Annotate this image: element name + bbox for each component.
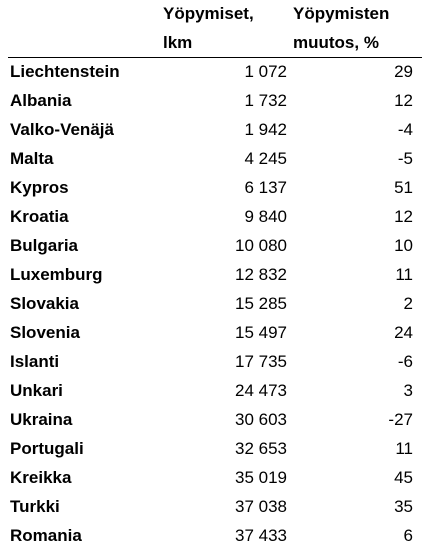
change-percent: 11 <box>395 439 413 458</box>
change-percent: 10 <box>394 236 413 255</box>
overnight-stays: 30 603 <box>235 410 287 429</box>
country-name: Slovakia <box>10 294 79 313</box>
overnight-stays: 15 285 <box>235 294 287 313</box>
change-percent: 3 <box>403 381 413 400</box>
overnight-stays: 15 497 <box>235 323 287 342</box>
overnight-stays: 24 473 <box>235 381 287 400</box>
country-name: Bulgaria <box>10 236 79 255</box>
change-percent: 6 <box>403 526 413 545</box>
change-percent: 12 <box>394 91 413 110</box>
country-name: Unkari <box>10 381 63 400</box>
country-name: Liechtenstein <box>10 62 120 81</box>
change-percent: 11 <box>395 265 413 284</box>
overnight-stays: 37 038 <box>235 497 287 516</box>
country-name: Turkki <box>10 497 60 516</box>
overnight-stays: 1 732 <box>244 91 287 110</box>
overnight-stays: 17 735 <box>235 352 287 371</box>
change-percent: 45 <box>394 468 413 487</box>
change-percent: 24 <box>394 323 413 342</box>
change-percent: -27 <box>388 410 413 429</box>
country-name: Slovenia <box>10 323 80 342</box>
header-rule <box>8 57 422 58</box>
column-header: muutos, % <box>293 33 379 52</box>
overnight-stays: 4 245 <box>244 149 287 168</box>
change-percent: -4 <box>397 120 413 139</box>
overnight-stays: 9 840 <box>244 207 287 226</box>
country-name: Malta <box>10 149 54 168</box>
change-percent: 35 <box>394 497 413 516</box>
country-name: Luxemburg <box>10 265 103 284</box>
country-name: Albania <box>10 91 72 110</box>
change-percent: -5 <box>397 149 413 168</box>
country-name: Kreikka <box>10 468 72 487</box>
change-percent: 29 <box>394 62 413 81</box>
overnight-stays: 6 137 <box>244 178 287 197</box>
change-percent: 51 <box>394 178 413 197</box>
country-name: Islanti <box>10 352 60 371</box>
country-name: Kroatia <box>10 207 69 226</box>
column-header: Yöpymisten <box>293 4 390 23</box>
country-name: Kypros <box>10 178 69 197</box>
column-header: Yöpymiset, <box>163 4 254 23</box>
country-name: Portugali <box>10 439 84 458</box>
overnight-stays: 32 653 <box>235 439 287 458</box>
overnight-stays: 35 019 <box>235 468 287 487</box>
overnight-stays: 37 433 <box>235 526 287 545</box>
column-header: lkm <box>163 33 193 52</box>
overnight-stays: 10 080 <box>235 236 287 255</box>
overnight-stays: 1 942 <box>244 120 287 139</box>
country-name: Valko-Venäjä <box>10 120 114 139</box>
country-name: Romania <box>10 526 82 545</box>
change-percent: -6 <box>397 352 413 371</box>
country-name: Ukraina <box>10 410 73 429</box>
change-percent: 2 <box>403 294 413 313</box>
overnight-stays: 1 072 <box>244 62 287 81</box>
change-percent: 12 <box>394 207 413 226</box>
overnight-stays: 12 832 <box>235 265 287 284</box>
